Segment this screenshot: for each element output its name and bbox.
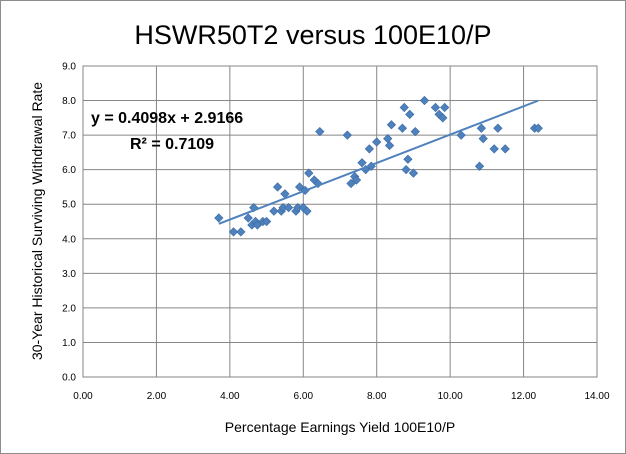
data-point (408, 168, 419, 178)
data-point (410, 127, 420, 137)
y-tick-labels: 0.0 1.0 2.0 3.0 4.0 5.0 6.0 7.0 8.0 9.0 (62, 62, 76, 384)
data-point (315, 127, 325, 137)
data-point (383, 133, 393, 144)
data-point (397, 123, 408, 133)
trendline (218, 99, 539, 225)
data-point (357, 158, 367, 168)
y-tick-label: 9.0 (62, 62, 76, 73)
data-point (342, 130, 352, 140)
data-point (399, 102, 409, 113)
plot-area (82, 65, 598, 378)
y-tick-label: 7.0 (62, 131, 76, 142)
x-tick-label: 8.00 (367, 391, 387, 402)
data-point (493, 123, 503, 133)
y-tick-label: 2.0 (62, 303, 76, 314)
grid-lines (83, 66, 597, 377)
data-point (478, 133, 488, 144)
data-point (430, 102, 441, 113)
data-point (403, 154, 413, 164)
y-tick-label: 3.0 (62, 269, 76, 280)
data-point (489, 144, 499, 154)
data-point (405, 109, 415, 120)
data-point (533, 123, 543, 133)
x-tick-label: 12.00 (511, 391, 536, 402)
x-tick-label: 0.00 (73, 391, 93, 402)
data-point (384, 140, 395, 151)
data-point (269, 206, 279, 216)
data-point (283, 203, 294, 213)
data-point (346, 178, 356, 189)
x-tick-label: 2.00 (147, 391, 167, 402)
y-tick-label: 1.0 (62, 338, 76, 349)
data-points (214, 95, 543, 237)
data-point (474, 161, 485, 171)
x-tick-label: 10.00 (438, 391, 463, 402)
x-tick-labels: 0.00 2.00 4.00 6.00 8.00 10.00 12.00 14.00 (73, 391, 610, 402)
data-point (351, 175, 362, 185)
data-point (500, 144, 510, 154)
y-tick-label: 5.0 (62, 200, 76, 211)
data-point (243, 213, 253, 223)
data-point (386, 120, 397, 130)
data-point (236, 227, 246, 237)
data-point (419, 95, 430, 106)
data-point (228, 227, 239, 237)
data-point (252, 220, 263, 230)
x-tick-label: 4.00 (220, 391, 240, 402)
y-tick-label: 0.0 (62, 373, 76, 384)
data-point (272, 182, 283, 192)
data-point (214, 213, 224, 223)
data-point (440, 102, 450, 113)
data-point (302, 206, 312, 216)
data-point (456, 130, 466, 140)
data-point (261, 216, 272, 227)
trend-equation: y = 0.4098x + 2.9166 (91, 110, 243, 127)
y-tick-label: 8.0 (62, 96, 76, 107)
data-point (294, 182, 305, 192)
data-point (364, 144, 374, 154)
data-point (476, 123, 486, 133)
data-point (438, 113, 448, 123)
chart-title: HSWR50T2 versus 100E10/P (134, 20, 491, 50)
x-tick-label: 14.00 (584, 391, 609, 402)
data-point (372, 137, 382, 147)
y-tick-label: 4.0 (62, 234, 76, 245)
x-tick-label: 6.00 (294, 391, 314, 402)
x-axis-label: Percentage Earnings Yield 100E10/P (225, 419, 455, 435)
data-point (401, 165, 411, 175)
y-axis-label: 30-Year Historical Surviving Withdrawal … (29, 82, 45, 360)
y-tick-label: 6.0 (62, 165, 76, 176)
data-point (304, 168, 314, 178)
r-squared: R² = 0.7109 (130, 136, 214, 153)
